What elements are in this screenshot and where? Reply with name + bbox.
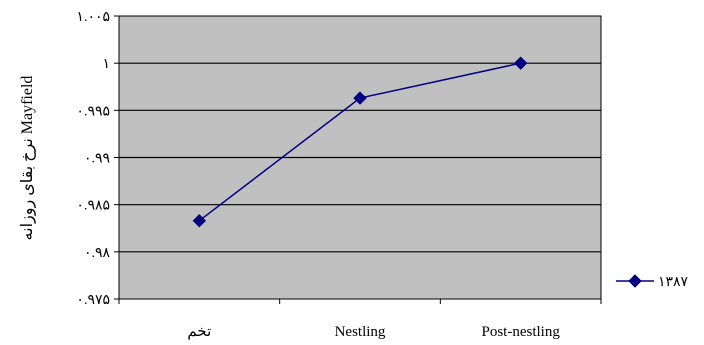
data-point bbox=[192, 213, 207, 228]
series-group bbox=[192, 56, 528, 228]
y-tick-label: ۰.۹۷۵ bbox=[76, 293, 110, 308]
y-axis bbox=[114, 15, 120, 300]
y-tick-labels: ۰.۹۷۵ ۰.۹۸ ۰.۹۸۵ ۰.۹۹ ۰.۹۹۵ ۱ ۱.۰۰۵ bbox=[76, 10, 110, 308]
x-tick-labels: تخم Nestling Post-nestling bbox=[187, 324, 560, 340]
y-tick-label: ۰.۹۸۵ bbox=[76, 199, 110, 214]
data-point bbox=[353, 91, 367, 105]
y-tick-label: ۱ bbox=[102, 57, 110, 72]
y-tick-label: ۰.۹۹ bbox=[84, 152, 110, 167]
y-tick-label: ۰.۹۸ bbox=[84, 246, 111, 261]
y-axis-label: نرخ بقای روزانه Mayfield bbox=[19, 76, 36, 241]
legend-label: ۱۳۸۷ bbox=[658, 275, 689, 290]
y-tick-label: ۰.۹۹۵ bbox=[76, 104, 110, 119]
legend-marker bbox=[628, 274, 642, 288]
x-axis bbox=[118, 298, 602, 304]
x-tick-label: تخم bbox=[187, 324, 211, 340]
x-tick-label: Post-nestling bbox=[481, 324, 560, 340]
legend: ۱۳۸۷ bbox=[616, 274, 689, 290]
data-point bbox=[513, 56, 528, 70]
x-tick-label: Nestling bbox=[335, 324, 386, 340]
y-tick-label: ۱.۰۰۵ bbox=[76, 10, 110, 25]
